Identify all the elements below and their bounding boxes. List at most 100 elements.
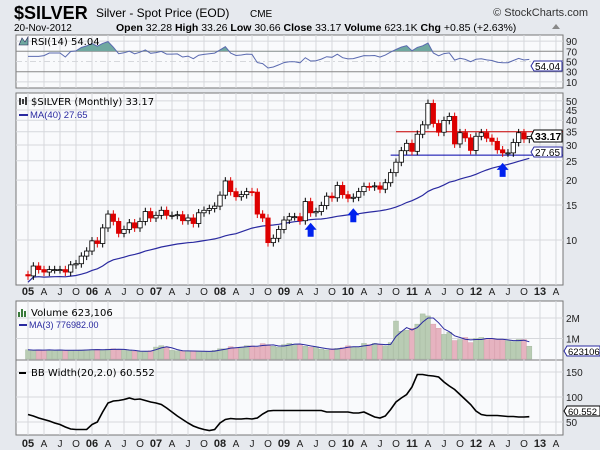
- volume-bar: [318, 348, 325, 360]
- volume-bar: [169, 350, 175, 360]
- volume-y-tick-label: 2M: [566, 314, 580, 325]
- bottom-x-tick-label: 11: [406, 438, 418, 450]
- candle-body: [292, 216, 298, 219]
- candle-body: [73, 263, 79, 266]
- candle-body: [425, 102, 431, 126]
- candle-body: [382, 182, 388, 190]
- price-y-tick-label: 30: [566, 141, 578, 152]
- volume-bar: [126, 350, 133, 360]
- price-legend: $SILVER (Monthly) 33.17: [31, 97, 154, 108]
- rsi-line: [28, 41, 530, 69]
- candle: [510, 138, 516, 157]
- candle-body: [25, 274, 31, 277]
- candle: [142, 207, 148, 226]
- candle-body: [148, 211, 154, 219]
- candle-body: [254, 191, 260, 215]
- price-x-tick-label: 13: [534, 286, 546, 298]
- candle-body: [350, 196, 356, 199]
- volume-bar: [302, 346, 309, 360]
- volume-bar: [163, 347, 170, 360]
- volume-bar: [451, 340, 458, 360]
- candle: [409, 139, 415, 156]
- candle-body: [420, 124, 426, 135]
- volume-bar: [494, 339, 501, 360]
- candle-body: [84, 250, 90, 257]
- candle-body: [473, 135, 479, 151]
- volume-bar: [174, 350, 181, 360]
- volume-bar: [457, 339, 463, 360]
- candle: [153, 211, 159, 222]
- candle-body: [137, 221, 143, 229]
- price-y-tick-label: 15: [566, 201, 578, 212]
- candle-body: [228, 180, 234, 193]
- bottom-x-tick-label: O: [264, 439, 272, 450]
- open-value: 32.28: [146, 22, 172, 34]
- price-x-tick-label: 07: [150, 286, 162, 298]
- candle-body: [329, 195, 335, 199]
- candle-body: [212, 205, 218, 209]
- candle-body: [68, 264, 74, 273]
- candle-body: [46, 269, 52, 273]
- volume-bar: [339, 347, 346, 360]
- candle: [270, 234, 276, 247]
- bbwidth-y-tick-label: 100: [566, 393, 583, 404]
- volume-bar: [313, 346, 319, 360]
- volume-bar: [25, 349, 31, 360]
- volume-bar: [307, 346, 314, 360]
- candle-body: [57, 269, 63, 271]
- price-x-tick-label: A: [297, 287, 304, 298]
- volume-bar: [105, 348, 111, 360]
- price-x-tick-label: J: [505, 287, 510, 298]
- price-x-tick-label: J: [249, 287, 254, 298]
- volume-value-box: 623106: [563, 345, 600, 358]
- candle-body: [201, 209, 207, 214]
- volume-bar: [67, 350, 74, 360]
- bottom-x-tick-label: O: [520, 439, 528, 450]
- candle: [94, 237, 100, 248]
- volume-bar: [142, 350, 149, 360]
- volume-bar: [158, 345, 165, 360]
- candle: [361, 182, 367, 196]
- stockcharts-copyright[interactable]: © StockCharts.com: [493, 7, 588, 19]
- volume-bar: [35, 349, 42, 360]
- bottom-x-tick-label: A: [553, 439, 560, 450]
- quote-line: Open 32.28 High 33.26 Low 30.66 Close 33…: [116, 22, 516, 34]
- candle: [260, 210, 266, 222]
- price-x-tick-label: O: [392, 287, 400, 298]
- candle-body: [345, 194, 351, 199]
- ma-value-label: 27.65: [535, 148, 560, 159]
- price-x-tick-label: O: [264, 287, 272, 298]
- volume-bar: [499, 339, 506, 360]
- candle: [222, 177, 228, 200]
- candle: [206, 204, 212, 215]
- open-label: Open: [116, 22, 143, 34]
- bottom-x-tick-label: J: [313, 439, 318, 450]
- candle: [238, 190, 244, 201]
- candle: [489, 134, 495, 146]
- candle-body: [484, 132, 490, 139]
- candle: [366, 182, 372, 191]
- candle: [276, 225, 282, 243]
- security-name: Silver - Spot Price (EOD): [96, 6, 229, 20]
- candle: [30, 262, 36, 280]
- close-value: 33.17: [315, 22, 341, 34]
- candle: [249, 187, 255, 197]
- candle-body: [116, 221, 122, 234]
- price-x-tick-label: J: [185, 287, 190, 298]
- bottom-x-tick-label: O: [72, 439, 80, 450]
- candle: [244, 187, 250, 199]
- close-label: Close: [284, 22, 313, 34]
- volume-bar: [110, 348, 117, 360]
- candle: [345, 190, 351, 203]
- volume-bar: [41, 349, 47, 360]
- volume-legend: Volume 623,106: [31, 308, 113, 319]
- volume-bar: [361, 343, 367, 360]
- volume-bar: [30, 350, 37, 360]
- volume-bar: [297, 343, 303, 360]
- chg-value: +0.85 (+2.63%): [444, 22, 516, 34]
- volume-bar: [441, 334, 447, 360]
- candle: [329, 192, 335, 202]
- price-y-tick-label: 35: [566, 128, 578, 139]
- candle-body: [164, 209, 170, 216]
- bottom-x-tick-label: O: [136, 439, 144, 450]
